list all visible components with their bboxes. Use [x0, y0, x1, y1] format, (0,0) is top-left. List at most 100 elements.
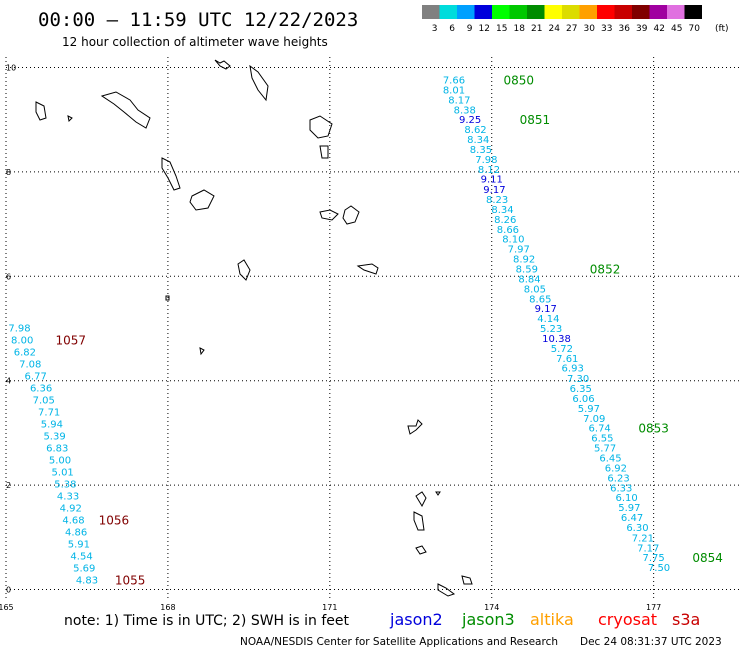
wave-height-label: 6.82: [14, 348, 36, 359]
time-label: 1057: [55, 334, 86, 348]
wave-height-label: 6.23: [607, 473, 629, 484]
wave-height-label: 6.55: [591, 434, 613, 445]
island-outline: [161, 157, 181, 191]
wave-height-label: 7.66: [443, 75, 465, 86]
island-outline: [461, 575, 473, 585]
scale-swatch: [684, 5, 702, 19]
data-labels: 7.668.018.178.389.258.628.348.357.988.12…: [8, 73, 723, 587]
wave-height-label: 7.05: [33, 396, 55, 407]
scale-swatch: [509, 5, 527, 19]
wave-height-label: 9.17: [535, 304, 557, 315]
x-tick-label: 165: [0, 603, 14, 612]
island-outline: [100, 91, 151, 129]
scale-swatch: [597, 5, 615, 19]
mission-legend: jason2 jason3 altika cryosat s3a: [389, 610, 700, 629]
y-tick-label: 2: [6, 481, 11, 490]
wave-height-label: 8.84: [518, 274, 540, 285]
wave-height-label: 8.66: [497, 225, 519, 236]
wave-height-label: 8.34: [491, 205, 513, 216]
wave-height-label: 5.97: [618, 503, 640, 514]
time-label: 1055: [115, 574, 146, 588]
island-outline: [319, 145, 329, 159]
axis-ticks: 165 168 171 174 177 0 2 4 6 8 10: [0, 63, 661, 612]
island-outline: [67, 115, 73, 123]
wave-height-label: 8.10: [502, 235, 524, 246]
island-outline: [342, 205, 360, 225]
scale-label: 12: [479, 24, 490, 34]
scale-label: 21: [531, 24, 542, 34]
scale-unit: (ft): [715, 24, 729, 34]
island-outline: [309, 115, 333, 139]
mission-s3a: s3a: [672, 610, 700, 629]
wave-height-label: 6.83: [46, 444, 68, 455]
island-outline: [356, 263, 379, 275]
time-label: 0851: [520, 113, 551, 127]
wave-height-label: 5.77: [594, 444, 616, 455]
island-outlines: [35, 59, 473, 597]
scale-swatch: [492, 5, 510, 19]
scale-label: 70: [689, 24, 701, 34]
scale-swatch: [439, 5, 457, 19]
wave-height-label: 6.30: [626, 523, 648, 534]
wave-height-label: 4.92: [60, 504, 82, 515]
wave-height-label: 8.38: [454, 105, 476, 116]
wave-height-label: 8.92: [513, 255, 535, 266]
wave-height-label: 6.45: [599, 454, 621, 465]
wave-height-label: 8.01: [443, 85, 465, 96]
scale-swatch: [562, 5, 580, 19]
time-label: 0854: [692, 551, 723, 565]
island-outline: [437, 583, 456, 597]
island-outline: [413, 511, 425, 531]
mission-cryosat: cryosat: [598, 610, 657, 629]
time-label: 0853: [638, 422, 669, 436]
y-tick-label: 10: [6, 63, 16, 72]
island-outline: [214, 59, 231, 70]
scale-label: 15: [496, 24, 507, 34]
x-tick-label: 174: [484, 603, 499, 612]
wave-height-label: 4.33: [57, 492, 79, 503]
island-outline: [319, 209, 339, 221]
wave-height-label: 7.09: [583, 414, 605, 425]
scale-swatch: [474, 5, 492, 19]
wave-height-label: 5.69: [73, 564, 95, 575]
island-outline: [199, 347, 205, 356]
time-label: 0852: [590, 263, 621, 277]
color-scale: 3 6 9 12 15 18 21 24 27 30 33 36 39 42 45 70 (ft): [422, 5, 729, 34]
wave-height-label: 7.97: [508, 245, 530, 256]
wave-height-label: 6.77: [25, 372, 47, 383]
scale-label: 18: [514, 24, 526, 34]
scale-label: 27: [566, 24, 577, 34]
scale-swatch: [649, 5, 667, 19]
scale-swatch: [544, 5, 562, 19]
scale-swatch: [579, 5, 597, 19]
footer-credit: NOAA/NESDIS Center for Satellite Applica…: [240, 636, 558, 648]
wave-height-label: 8.00: [11, 336, 33, 347]
wave-height-label: 6.36: [30, 384, 52, 395]
wave-height-label: 8.62: [464, 125, 486, 136]
mission-jason3: jason3: [461, 610, 515, 629]
time-label: 0850: [503, 73, 534, 87]
wave-height-label: 7.50: [648, 563, 670, 574]
wave-height-label: 5.01: [52, 468, 74, 479]
scale-swatch: [614, 5, 632, 19]
wave-height-label: 4.86: [65, 528, 87, 539]
wave-height-label: 10.38: [542, 334, 571, 345]
x-tick-label: 168: [160, 603, 175, 612]
wave-height-label: 6.93: [562, 364, 584, 375]
footer-timestamp: Dec 24 08:31:37 UTC 2023: [580, 636, 722, 648]
wave-height-label: 8.59: [516, 265, 538, 276]
wave-height-label: 8.17: [448, 95, 470, 106]
island-outline: [165, 295, 170, 301]
wave-height-label: 8.65: [529, 294, 551, 305]
y-tick-label: 6: [6, 272, 11, 281]
chart-subtitle: 12 hour collection of altimeter wave hei…: [62, 35, 328, 49]
scale-swatch: [457, 5, 475, 19]
y-tick-label: 8: [6, 168, 11, 177]
y-tick-label: 4: [6, 377, 11, 386]
wave-height-label: 5.39: [43, 432, 65, 443]
scale-label: 3: [432, 24, 438, 34]
wave-height-label: 9.25: [459, 115, 481, 126]
scale-label: 30: [584, 24, 596, 34]
